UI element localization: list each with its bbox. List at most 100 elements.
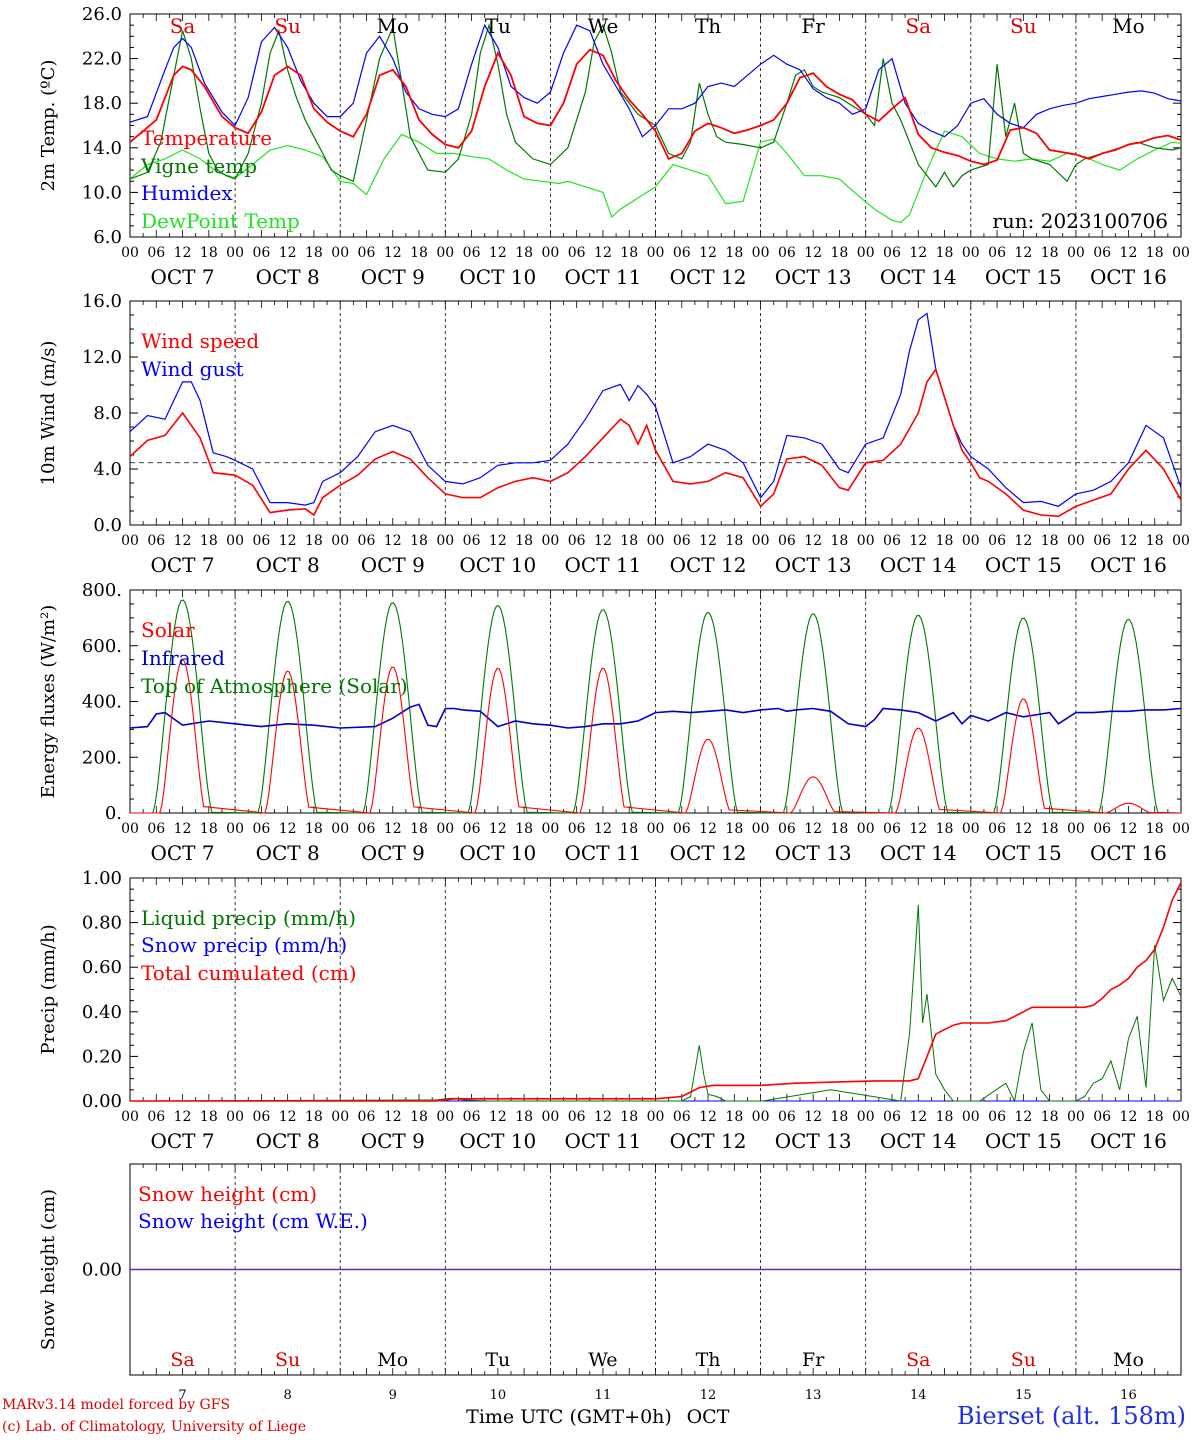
legend-label: Wind speed bbox=[141, 329, 259, 353]
hour-tick-label: 12 bbox=[594, 245, 612, 261]
hour-tick-label: 06 bbox=[147, 533, 165, 549]
lab-credit: (c) Lab. of Climatology, University of L… bbox=[2, 1419, 307, 1435]
hour-tick-label: 12 bbox=[909, 245, 927, 261]
plot-frame bbox=[129, 589, 1182, 814]
day-number: 7 bbox=[178, 1388, 186, 1403]
hour-tick-label: 00 bbox=[1067, 821, 1085, 837]
y-tick-label: 0.00 bbox=[82, 1260, 122, 1281]
legend-label: DewPoint Temp bbox=[141, 209, 300, 233]
date-label: OCT 15 bbox=[985, 265, 1062, 289]
hour-tick-label: 06 bbox=[1093, 1109, 1111, 1125]
hour-tick-label: 18 bbox=[515, 1109, 533, 1125]
hour-tick-label: 18 bbox=[725, 245, 743, 261]
weekday-label: Mo bbox=[1112, 14, 1145, 38]
hour-tick-label: 00 bbox=[436, 1109, 454, 1125]
date-label: OCT 13 bbox=[775, 1129, 852, 1153]
hour-tick-label: 06 bbox=[147, 821, 165, 837]
hour-tick-label: 06 bbox=[358, 1109, 376, 1125]
hour-tick-label: 18 bbox=[305, 533, 323, 549]
hour-tick-label: 18 bbox=[515, 533, 533, 549]
hour-tick-label: 12 bbox=[1014, 821, 1032, 837]
y-tick-label: 200. bbox=[82, 747, 122, 768]
hour-tick-label: 12 bbox=[489, 245, 507, 261]
y-tick-label: 1.00 bbox=[82, 868, 122, 889]
date-label: OCT 15 bbox=[985, 841, 1062, 865]
hour-tick-label: 18 bbox=[410, 245, 428, 261]
hour-tick-label: 12 bbox=[384, 245, 402, 261]
hour-tick-label: 06 bbox=[147, 245, 165, 261]
day-number: 13 bbox=[805, 1388, 822, 1403]
hour-tick-label: 12 bbox=[1120, 533, 1138, 549]
hour-tick-label: 18 bbox=[1146, 245, 1164, 261]
date-label: OCT 14 bbox=[880, 265, 957, 289]
hour-tick-label: 12 bbox=[489, 821, 507, 837]
hour-tick-label: 00 bbox=[226, 245, 244, 261]
y-tick-label: 400. bbox=[82, 692, 122, 713]
hour-tick-label: 00 bbox=[1067, 533, 1085, 549]
hour-tick-label: 06 bbox=[568, 821, 586, 837]
weekday-label: Su bbox=[275, 1349, 300, 1371]
hour-tick-label: 12 bbox=[174, 1109, 192, 1125]
hour-tick-label: 06 bbox=[463, 1109, 481, 1125]
hour-tick-label: 06 bbox=[463, 245, 481, 261]
hour-tick-label: 18 bbox=[305, 245, 323, 261]
legend-label: Total cumulated (cm) bbox=[141, 961, 357, 985]
date-label: OCT 9 bbox=[361, 553, 425, 577]
legend-label: Solar bbox=[141, 618, 195, 642]
day-number: 8 bbox=[284, 1388, 292, 1403]
hour-tick-label: 12 bbox=[699, 533, 717, 549]
hour-tick-label: 12 bbox=[699, 821, 717, 837]
series-line-liquid-precip-mm-h- bbox=[129, 904, 1182, 1103]
date-label: OCT 14 bbox=[880, 553, 957, 577]
legend-label: Snow height (cm W.E.) bbox=[138, 1209, 368, 1233]
legend-label: Humidex bbox=[141, 181, 233, 205]
hour-tick-label: 00 bbox=[436, 821, 454, 837]
date-label: OCT 10 bbox=[459, 553, 536, 577]
hour-tick-label: 12 bbox=[279, 821, 297, 837]
y-tick-label: 22.0 bbox=[82, 49, 122, 70]
hour-tick-label: 00 bbox=[752, 821, 770, 837]
hour-tick-label: 12 bbox=[909, 821, 927, 837]
weekday-label: Th bbox=[695, 14, 721, 38]
series-line-dewpoint-temp bbox=[129, 130, 1182, 224]
hour-tick-label: 00 bbox=[121, 1109, 139, 1125]
hour-tick-label: 12 bbox=[279, 533, 297, 549]
date-label: OCT 15 bbox=[985, 1129, 1062, 1153]
weekday-label: Mo bbox=[1113, 1349, 1144, 1371]
hour-tick-label: 00 bbox=[857, 533, 875, 549]
hour-tick-label: 00 bbox=[752, 533, 770, 549]
hour-tick-label: 12 bbox=[1014, 1109, 1032, 1125]
hour-tick-label: 06 bbox=[463, 821, 481, 837]
y-tick-label: 16.0 bbox=[82, 291, 122, 312]
legend-label: Snow precip (mm/h) bbox=[141, 933, 347, 957]
weekday-label: We bbox=[588, 14, 619, 38]
hour-tick-label: 18 bbox=[936, 821, 954, 837]
hour-tick-label: 06 bbox=[1093, 821, 1111, 837]
y-tick-label: 600. bbox=[82, 636, 122, 657]
date-label: OCT 8 bbox=[256, 1129, 320, 1153]
hour-tick-label: 06 bbox=[883, 1109, 901, 1125]
hour-tick-label: 18 bbox=[725, 821, 743, 837]
x-axis-month: OCT bbox=[687, 1406, 730, 1428]
hour-tick-label: 12 bbox=[1120, 245, 1138, 261]
hour-tick-label: 00 bbox=[1067, 1109, 1085, 1125]
date-label: OCT 16 bbox=[1090, 841, 1167, 865]
hour-tick-label: 06 bbox=[252, 1109, 270, 1125]
day-number: 15 bbox=[1015, 1388, 1032, 1403]
hour-tick-label: 00 bbox=[331, 1109, 349, 1125]
hour-tick-label: 18 bbox=[1041, 245, 1059, 261]
date-label: OCT 10 bbox=[459, 265, 536, 289]
hour-tick-label: 18 bbox=[200, 821, 218, 837]
hour-tick-label: 18 bbox=[410, 1109, 428, 1125]
hour-tick-label: 18 bbox=[305, 821, 323, 837]
date-label: OCT 12 bbox=[670, 265, 747, 289]
date-label: OCT 9 bbox=[361, 1129, 425, 1153]
hour-tick-label: 00 bbox=[121, 245, 139, 261]
hour-tick-label: 00 bbox=[226, 533, 244, 549]
hour-tick-label: 06 bbox=[778, 1109, 796, 1125]
y-tick-label: 0.40 bbox=[82, 1002, 122, 1023]
legend-label: Vigne temp bbox=[140, 154, 257, 178]
hour-tick-label: 00 bbox=[331, 533, 349, 549]
day-number: 9 bbox=[389, 1388, 397, 1403]
y-axis-label: Snow height (cm) bbox=[38, 1189, 59, 1350]
